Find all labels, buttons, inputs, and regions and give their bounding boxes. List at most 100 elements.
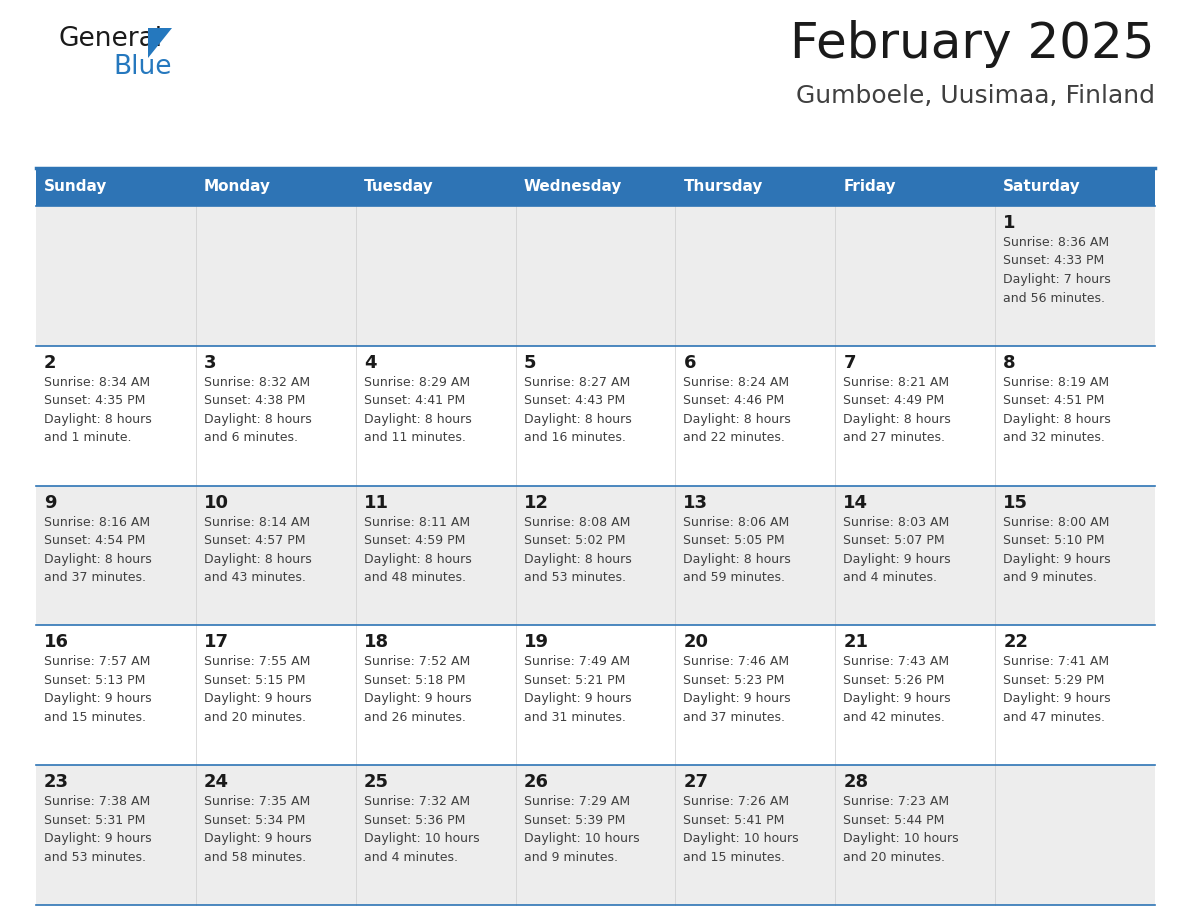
Text: 13: 13: [683, 494, 708, 511]
Text: 23: 23: [44, 773, 69, 791]
Text: 27: 27: [683, 773, 708, 791]
Text: Sunrise: 8:03 AM
Sunset: 5:07 PM
Daylight: 9 hours
and 4 minutes.: Sunrise: 8:03 AM Sunset: 5:07 PM Dayligh…: [843, 516, 950, 584]
Text: Sunrise: 8:06 AM
Sunset: 5:05 PM
Daylight: 8 hours
and 59 minutes.: Sunrise: 8:06 AM Sunset: 5:05 PM Dayligh…: [683, 516, 791, 584]
Text: 12: 12: [524, 494, 549, 511]
Bar: [196, 346, 355, 486]
Bar: [196, 168, 355, 206]
Bar: [676, 486, 835, 625]
Text: Sunrise: 7:38 AM
Sunset: 5:31 PM
Daylight: 9 hours
and 53 minutes.: Sunrise: 7:38 AM Sunset: 5:31 PM Dayligh…: [44, 795, 152, 864]
Text: 11: 11: [364, 494, 388, 511]
Text: Sunrise: 7:41 AM
Sunset: 5:29 PM
Daylight: 9 hours
and 47 minutes.: Sunrise: 7:41 AM Sunset: 5:29 PM Dayligh…: [1003, 655, 1111, 724]
Text: Friday: Friday: [843, 180, 896, 195]
Text: 19: 19: [524, 633, 549, 652]
Bar: [996, 168, 1155, 206]
Text: Sunrise: 8:00 AM
Sunset: 5:10 PM
Daylight: 9 hours
and 9 minutes.: Sunrise: 8:00 AM Sunset: 5:10 PM Dayligh…: [1003, 516, 1111, 584]
Bar: [835, 346, 996, 486]
Bar: [516, 766, 676, 905]
Bar: [676, 206, 835, 346]
Text: Wednesday: Wednesday: [524, 180, 623, 195]
Text: Sunrise: 7:32 AM
Sunset: 5:36 PM
Daylight: 10 hours
and 4 minutes.: Sunrise: 7:32 AM Sunset: 5:36 PM Dayligh…: [364, 795, 479, 864]
Bar: [196, 486, 355, 625]
Text: Sunrise: 8:16 AM
Sunset: 4:54 PM
Daylight: 8 hours
and 37 minutes.: Sunrise: 8:16 AM Sunset: 4:54 PM Dayligh…: [44, 516, 152, 584]
Bar: [835, 625, 996, 766]
Bar: [676, 168, 835, 206]
Text: Sunrise: 8:27 AM
Sunset: 4:43 PM
Daylight: 8 hours
and 16 minutes.: Sunrise: 8:27 AM Sunset: 4:43 PM Dayligh…: [524, 375, 631, 444]
Text: 3: 3: [204, 353, 216, 372]
Text: 20: 20: [683, 633, 708, 652]
Text: 26: 26: [524, 773, 549, 791]
Text: Sunrise: 7:23 AM
Sunset: 5:44 PM
Daylight: 10 hours
and 20 minutes.: Sunrise: 7:23 AM Sunset: 5:44 PM Dayligh…: [843, 795, 959, 864]
Text: Sunrise: 8:14 AM
Sunset: 4:57 PM
Daylight: 8 hours
and 43 minutes.: Sunrise: 8:14 AM Sunset: 4:57 PM Dayligh…: [204, 516, 311, 584]
Bar: [835, 206, 996, 346]
Bar: [516, 625, 676, 766]
Text: Sunrise: 7:49 AM
Sunset: 5:21 PM
Daylight: 9 hours
and 31 minutes.: Sunrise: 7:49 AM Sunset: 5:21 PM Dayligh…: [524, 655, 631, 724]
Bar: [355, 206, 516, 346]
Text: 10: 10: [204, 494, 229, 511]
Text: 18: 18: [364, 633, 388, 652]
Text: 2: 2: [44, 353, 57, 372]
Text: Saturday: Saturday: [1003, 180, 1081, 195]
Bar: [36, 346, 196, 486]
Text: Sunrise: 7:57 AM
Sunset: 5:13 PM
Daylight: 9 hours
and 15 minutes.: Sunrise: 7:57 AM Sunset: 5:13 PM Dayligh…: [44, 655, 152, 724]
Bar: [996, 346, 1155, 486]
Bar: [835, 168, 996, 206]
Text: Gumboele, Uusimaa, Finland: Gumboele, Uusimaa, Finland: [796, 84, 1155, 108]
Text: 16: 16: [44, 633, 69, 652]
Bar: [36, 625, 196, 766]
Text: 28: 28: [843, 773, 868, 791]
Text: Sunrise: 7:35 AM
Sunset: 5:34 PM
Daylight: 9 hours
and 58 minutes.: Sunrise: 7:35 AM Sunset: 5:34 PM Dayligh…: [204, 795, 311, 864]
Text: 9: 9: [44, 494, 57, 511]
Text: 7: 7: [843, 353, 855, 372]
Text: February 2025: February 2025: [790, 20, 1155, 68]
Text: 8: 8: [1003, 353, 1016, 372]
Text: Sunrise: 7:55 AM
Sunset: 5:15 PM
Daylight: 9 hours
and 20 minutes.: Sunrise: 7:55 AM Sunset: 5:15 PM Dayligh…: [204, 655, 311, 724]
Polygon shape: [148, 28, 172, 58]
Text: Tuesday: Tuesday: [364, 180, 434, 195]
Bar: [676, 346, 835, 486]
Text: 22: 22: [1003, 633, 1028, 652]
Bar: [996, 766, 1155, 905]
Text: Blue: Blue: [114, 54, 172, 80]
Bar: [516, 346, 676, 486]
Text: General: General: [58, 26, 162, 52]
Bar: [835, 486, 996, 625]
Bar: [196, 625, 355, 766]
Text: 21: 21: [843, 633, 868, 652]
Bar: [676, 766, 835, 905]
Bar: [36, 168, 196, 206]
Text: 4: 4: [364, 353, 377, 372]
Bar: [196, 206, 355, 346]
Bar: [516, 168, 676, 206]
Bar: [36, 486, 196, 625]
Text: Sunrise: 8:24 AM
Sunset: 4:46 PM
Daylight: 8 hours
and 22 minutes.: Sunrise: 8:24 AM Sunset: 4:46 PM Dayligh…: [683, 375, 791, 444]
Text: Sunrise: 8:34 AM
Sunset: 4:35 PM
Daylight: 8 hours
and 1 minute.: Sunrise: 8:34 AM Sunset: 4:35 PM Dayligh…: [44, 375, 152, 444]
Text: 15: 15: [1003, 494, 1028, 511]
Bar: [36, 766, 196, 905]
Bar: [676, 625, 835, 766]
Text: Sunrise: 7:46 AM
Sunset: 5:23 PM
Daylight: 9 hours
and 37 minutes.: Sunrise: 7:46 AM Sunset: 5:23 PM Dayligh…: [683, 655, 791, 724]
Bar: [996, 625, 1155, 766]
Bar: [355, 766, 516, 905]
Text: Thursday: Thursday: [683, 180, 763, 195]
Text: Sunrise: 8:08 AM
Sunset: 5:02 PM
Daylight: 8 hours
and 53 minutes.: Sunrise: 8:08 AM Sunset: 5:02 PM Dayligh…: [524, 516, 631, 584]
Text: Sunrise: 7:29 AM
Sunset: 5:39 PM
Daylight: 10 hours
and 9 minutes.: Sunrise: 7:29 AM Sunset: 5:39 PM Dayligh…: [524, 795, 639, 864]
Text: Sunrise: 8:29 AM
Sunset: 4:41 PM
Daylight: 8 hours
and 11 minutes.: Sunrise: 8:29 AM Sunset: 4:41 PM Dayligh…: [364, 375, 472, 444]
Bar: [196, 766, 355, 905]
Bar: [355, 346, 516, 486]
Text: Monday: Monday: [204, 180, 271, 195]
Text: Sunrise: 8:32 AM
Sunset: 4:38 PM
Daylight: 8 hours
and 6 minutes.: Sunrise: 8:32 AM Sunset: 4:38 PM Dayligh…: [204, 375, 311, 444]
Bar: [36, 206, 196, 346]
Text: Sunrise: 7:52 AM
Sunset: 5:18 PM
Daylight: 9 hours
and 26 minutes.: Sunrise: 7:52 AM Sunset: 5:18 PM Dayligh…: [364, 655, 472, 724]
Text: Sunrise: 8:36 AM
Sunset: 4:33 PM
Daylight: 7 hours
and 56 minutes.: Sunrise: 8:36 AM Sunset: 4:33 PM Dayligh…: [1003, 236, 1111, 305]
Text: 1: 1: [1003, 214, 1016, 232]
Bar: [835, 766, 996, 905]
Text: 5: 5: [524, 353, 536, 372]
Text: Sunrise: 8:11 AM
Sunset: 4:59 PM
Daylight: 8 hours
and 48 minutes.: Sunrise: 8:11 AM Sunset: 4:59 PM Dayligh…: [364, 516, 472, 584]
Bar: [516, 486, 676, 625]
Bar: [355, 486, 516, 625]
Bar: [996, 206, 1155, 346]
Text: Sunrise: 8:19 AM
Sunset: 4:51 PM
Daylight: 8 hours
and 32 minutes.: Sunrise: 8:19 AM Sunset: 4:51 PM Dayligh…: [1003, 375, 1111, 444]
Text: 24: 24: [204, 773, 229, 791]
Text: 25: 25: [364, 773, 388, 791]
Bar: [355, 168, 516, 206]
